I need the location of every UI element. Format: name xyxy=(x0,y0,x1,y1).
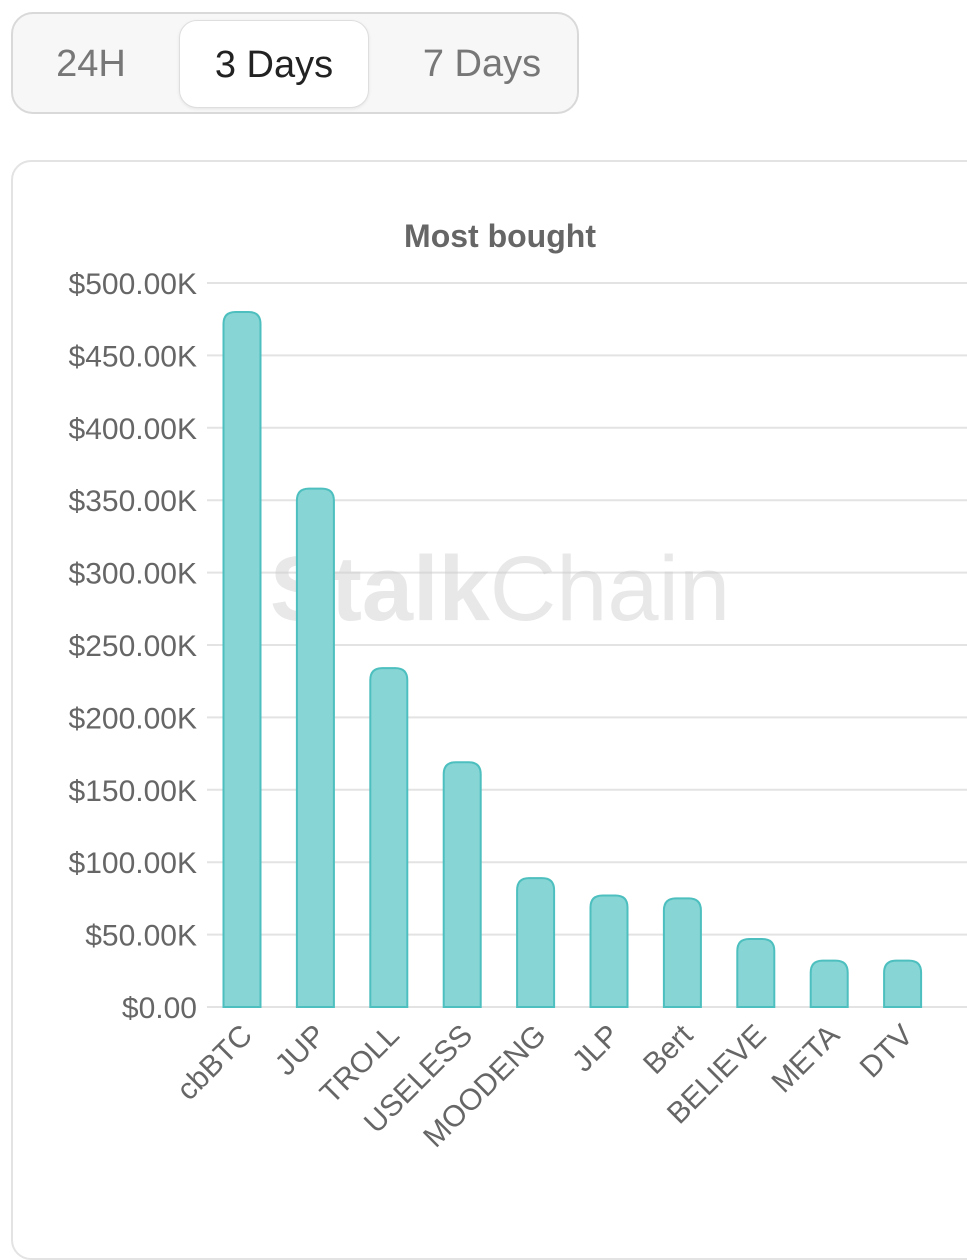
chart-card: StalkChain Most bought $0.00 $50.00K $100.… xyxy=(11,160,967,1260)
bar-dtv[interactable] xyxy=(883,959,923,1008)
x-tick-label: META xyxy=(765,1019,846,1100)
x-tick-label: cbBTC xyxy=(171,1019,259,1107)
watermark-light: Chain xyxy=(490,538,730,640)
y-tick-label: $50.00K xyxy=(85,920,197,953)
y-tick-label: $350.00K xyxy=(69,485,197,518)
x-tick-label: DTV xyxy=(854,1019,920,1085)
bar-cbbtc[interactable] xyxy=(222,310,262,1008)
y-tick-label: $450.00K xyxy=(69,340,197,373)
y-tick-label: $300.00K xyxy=(69,558,197,591)
bar-useless[interactable] xyxy=(442,761,482,1008)
tab-3-days[interactable]: 3 Days xyxy=(179,20,369,108)
y-tick-label: $100.00K xyxy=(69,847,197,880)
y-tick-label: $200.00K xyxy=(69,702,197,735)
y-tick-label: $400.00K xyxy=(69,413,197,446)
x-tick-label: JLP xyxy=(566,1019,626,1079)
x-tick-label: JUP xyxy=(269,1019,332,1082)
y-tick-label: $250.00K xyxy=(69,630,197,663)
y-tick-label: $150.00K xyxy=(69,775,197,808)
bar-troll[interactable] xyxy=(369,667,409,1008)
bar-jup[interactable] xyxy=(295,487,335,1008)
tab-24h[interactable]: 24H xyxy=(56,43,126,85)
tab-7-days[interactable]: 7 Days xyxy=(422,43,542,85)
x-tick-label: Bert xyxy=(637,1018,700,1081)
bar-bert[interactable] xyxy=(662,897,702,1008)
y-tick-label: $0.00 xyxy=(122,992,197,1025)
bar-meta[interactable] xyxy=(809,959,849,1008)
chart-title: Most bought xyxy=(404,218,596,254)
y-tick-label: $500.00K xyxy=(69,268,197,301)
bar-jlp[interactable] xyxy=(589,894,629,1008)
bar-chart: StalkChain Most bought $0.00 $50.00K $100.… xyxy=(69,218,967,1154)
bar-believe[interactable] xyxy=(736,937,776,1008)
watermark: StalkChain xyxy=(270,538,730,640)
bar-moodeng[interactable] xyxy=(516,877,556,1008)
time-range-tabs: 24H 3 Days 7 Days xyxy=(11,12,579,114)
